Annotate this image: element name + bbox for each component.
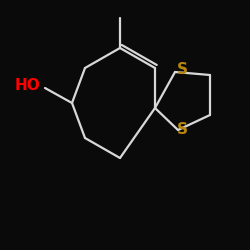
Text: S: S [177,122,188,138]
Text: HO: HO [15,78,41,92]
Text: S: S [177,62,188,78]
